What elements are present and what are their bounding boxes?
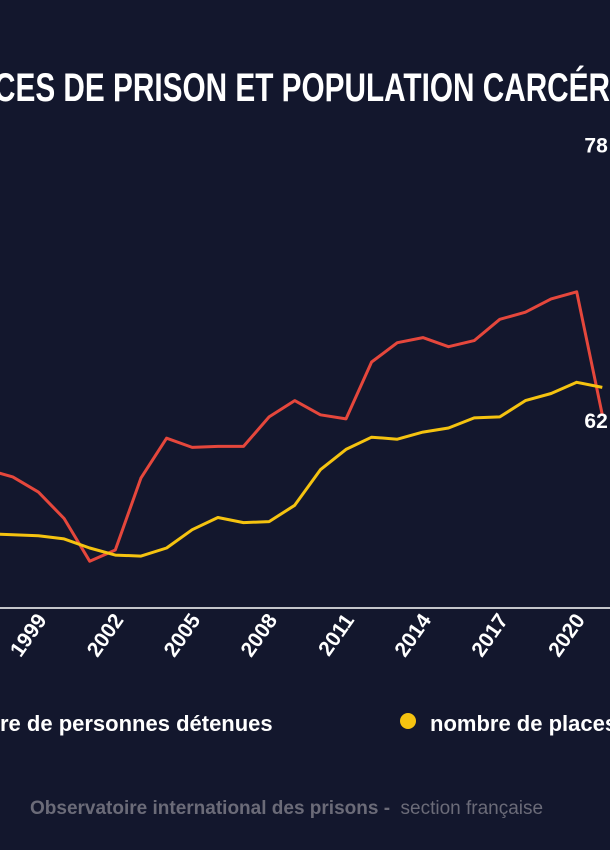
x-tick-labels: 1999 2002 2005 2008 2011 2014 2017 2020 — [6, 609, 590, 661]
series-line-detenus — [0, 290, 604, 563]
x-tick-label: 2005 — [160, 609, 206, 661]
annotations: 78 962 62 01 — [584, 135, 610, 434]
x-tick-label: 2011 — [314, 609, 359, 660]
legend: re de personnes détenues nombre de place… — [0, 711, 610, 736]
x-tick-label: 2002 — [83, 610, 129, 661]
chart-title: CES DE PRISON ET POPULATION CARCÉR — [0, 65, 610, 110]
legend-marker-places — [400, 713, 416, 729]
x-tick-label: 2008 — [237, 609, 283, 661]
footer-section: section française — [401, 798, 544, 819]
x-tick-label: 2014 — [390, 609, 436, 661]
footer-credit: Observatoire international des prisons -… — [30, 798, 543, 819]
x-tick-label: 1999 — [6, 610, 52, 661]
legend-label-detenus: re de personnes détenues — [0, 711, 273, 736]
legend-label-places: nombre de places o — [430, 711, 610, 736]
value-annotation: 62 01 — [584, 410, 610, 433]
x-tick-label: 2020 — [544, 610, 590, 661]
value-annotation: 78 962 — [584, 135, 610, 158]
footer-organization: Observatoire international des prisons - — [30, 798, 390, 819]
series-line-places — [0, 380, 603, 558]
x-tick-label: 2017 — [467, 610, 513, 661]
series-layer — [0, 290, 604, 563]
